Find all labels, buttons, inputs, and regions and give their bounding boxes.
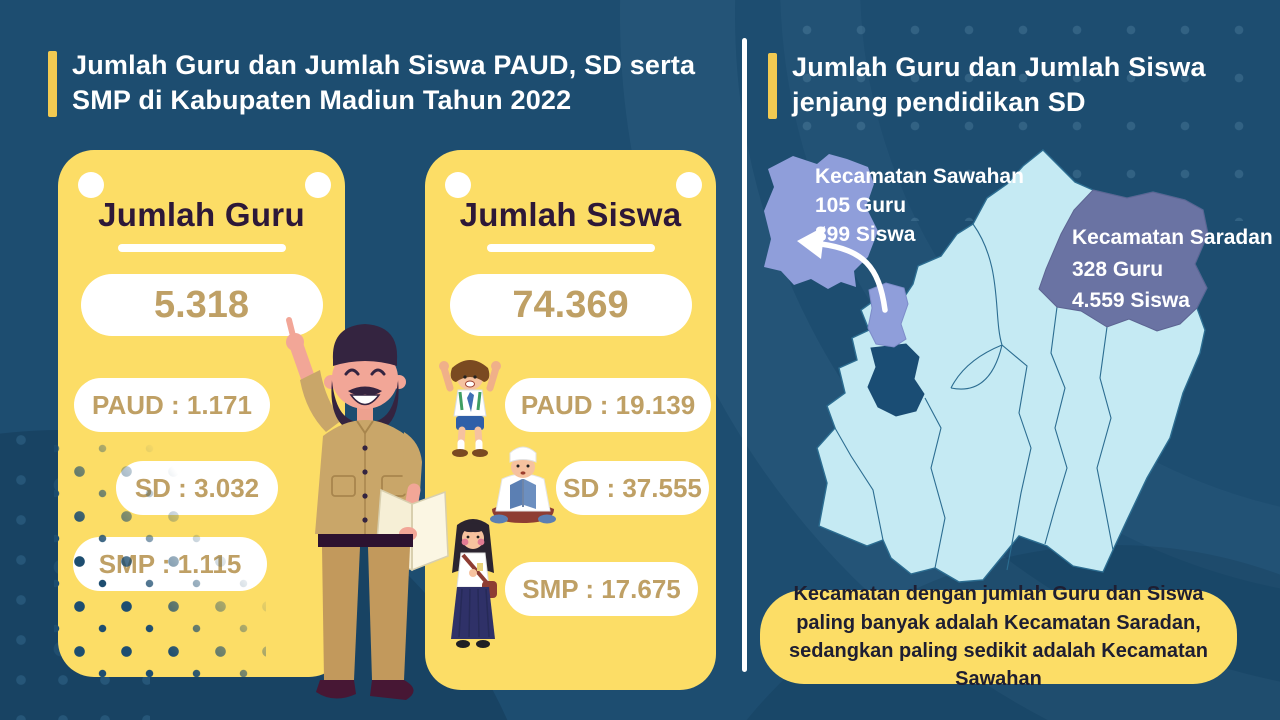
madiun-map-svg: [764, 149, 1209, 583]
map-title-line1: Jumlah Guru dan Jumlah Siswa: [792, 52, 1206, 82]
card-pin-dot: [676, 172, 702, 198]
siswa-card-title: Jumlah Siswa: [459, 196, 682, 233]
map-arrow: [818, 241, 888, 313]
left-panel-title: Jumlah Guru dan Jumlah Siswa PAUD, SD se…: [48, 48, 720, 118]
title-underline: [117, 244, 286, 252]
page-title-line1: Jumlah Guru dan Jumlah Siswa PAUD, SD se…: [72, 50, 696, 80]
teacher-illustration-icon: [286, 317, 449, 700]
guru-card: Jumlah Guru 5.318 PAUD : 1.171 SD : 3.03…: [54, 150, 345, 681]
saradan-name: Kecamatan Saradan: [1072, 226, 1273, 249]
saradan-siswa: 4.559 Siswa: [1072, 289, 1190, 312]
cheering-student-icon: [439, 360, 501, 457]
sawahan-siswa: 899 Siswa: [815, 222, 916, 246]
map-arrow-head: [797, 226, 825, 259]
siswa-smp-pill: SMP : 17.675: [505, 562, 698, 616]
map-section-title: Jumlah Guru dan Jumlah Siswa jenjang pen…: [792, 50, 1260, 120]
siswa-sd-pill: SD : 37.555: [556, 461, 709, 515]
siswa-total-pill: 74.369: [449, 274, 692, 336]
sawahan-guru: 105 Guru: [815, 193, 907, 217]
title-accent-bar: [768, 53, 777, 119]
map-sawahan-callout-shape: [764, 154, 878, 289]
standing-student-icon: [451, 519, 497, 648]
saradan-label: Kecamatan Saradan 328 Guru 4.559 Siswa: [1072, 222, 1273, 317]
siswa-paud-pill: PAUD : 19.139: [505, 378, 711, 432]
map-title-line2: jenjang pendidikan SD: [792, 87, 1086, 118]
map-region-enclave: [867, 343, 925, 417]
title-underline: [486, 244, 655, 252]
map-region-saradan: [1038, 189, 1209, 332]
title-accent-bar: [48, 51, 57, 117]
saradan-guru: 328 Guru: [1072, 257, 1164, 281]
right-panel-title: Jumlah Guru dan Jumlah Siswa jenjang pen…: [768, 50, 1260, 120]
conclusion-text: Kecamatan dengan jumlah Guru dan Siswa p…: [788, 583, 1209, 691]
conclusion-note: Kecamatan dengan jumlah Guru dan Siswa p…: [760, 583, 1237, 690]
sawahan-label: Kecamatan Sawahan 105 Guru 899 Siswa: [815, 163, 1024, 250]
card-pin-dot: [305, 172, 331, 198]
guru-paud-pill: PAUD : 1.171: [74, 378, 270, 432]
guru-total-pill: 5.318: [80, 274, 323, 336]
map-region-sawahan: [867, 282, 909, 348]
card-pin-dot: [78, 172, 104, 198]
sawahan-name: Kecamatan Sawahan: [815, 165, 1024, 188]
panel-divider: [742, 38, 747, 672]
guru-card-title: Jumlah Guru: [98, 196, 305, 233]
reading-student-icon: [490, 446, 556, 524]
page-title: Jumlah Guru dan Jumlah Siswa PAUD, SD se…: [72, 48, 720, 118]
madiun-map: Kecamatan Sawahan 105 Guru 899 Siswa Kec…: [755, 138, 1280, 590]
card-dot-pattern: [54, 443, 266, 681]
page-title-line2: SMP di Kabupaten Madiun Tahun 2022: [72, 85, 572, 116]
map-internal-borders: [834, 223, 1114, 571]
card-pin-dot: [445, 172, 471, 198]
